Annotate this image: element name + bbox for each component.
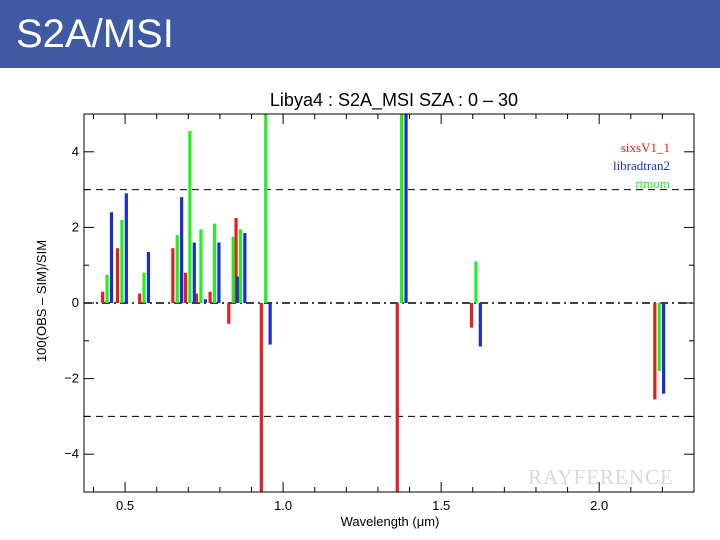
bar-rtmom [120,219,124,303]
bar-rtmom [175,234,179,303]
x-tick-label: 0.5 [116,498,134,513]
bar-libradtran2 [243,233,247,303]
bar-sixsV1_1 [469,303,474,328]
bar-sixsV1_1 [227,303,231,324]
bar-libradtran2 [146,251,151,303]
bar-rtmom [199,229,203,303]
y-tick-label: −4 [64,446,79,461]
x-tick-label: 1.0 [274,498,292,513]
bar-sixsV1_1 [259,303,263,492]
bar-sixsV1_1 [101,291,105,303]
bar-libradtran2 [109,212,114,303]
bar-rtmom [264,114,268,303]
bar-libradtran2 [180,197,184,303]
bar-libradtran2 [478,303,482,347]
slide-title: S2A/MSI [16,12,174,56]
x-tick-label: 2.0 [590,498,608,513]
bar-rtmom [142,272,146,303]
bar-sixsV1_1 [234,217,238,303]
bar-libradtran2 [404,114,408,303]
bar-rtmom [105,274,109,303]
y-tick-label: 2 [72,219,79,234]
bar-sixsV1_1 [653,303,657,400]
bar-libradtran2 [203,299,207,303]
bar-libradtran2 [124,193,128,303]
bar-rtmom [212,223,217,303]
bar-libradtran2 [192,242,196,303]
bar-sixsV1_1 [208,291,212,303]
bar-rtmom [400,114,404,303]
bar-libradtran2 [268,303,272,345]
chart-axes: 0.5 1.0 1.5 2.0 −4 −2 0 2 4 [64,113,695,513]
chart-title: Libya4 : S2A_MSI SZA : 0 – 30 [270,90,518,111]
bar-sixsV1_1 [138,293,142,303]
legend-rtmom: rtmom [635,176,670,191]
x-tick-label: 1.5 [432,498,450,513]
bar-sixsV1_1 [183,272,188,303]
title-bar: S2A/MSI [0,0,720,68]
y-axis-label: 100(OBS – SIM)/SIM [34,240,49,362]
y-tick-label: 0 [72,295,79,310]
y-tick-label: −2 [64,371,79,386]
bar-rtmom [474,261,478,303]
legend-sixs: sixsV1_1 [621,140,670,155]
bar-sixsV1_1 [171,248,175,303]
chart-marks [84,114,694,492]
bar-rtmom [231,236,235,303]
bar-libradtran2 [217,242,221,303]
bar-sixsV1_1 [115,248,120,303]
chart: 0.5 1.0 1.5 2.0 −4 −2 0 2 4 Libya4 : S2A_MSI SZA… [34,90,695,529]
bar-sixsV1_1 [395,303,399,492]
watermark: RAYFERENCE [528,465,674,489]
y-tick-label: 4 [72,144,79,159]
bar-rtmom [657,303,661,372]
bar-libradtran2 [662,303,666,394]
x-axis-label: Wavelength (μm) [341,514,440,529]
bar-sixsV1_1 [194,293,199,303]
legend-libradtran: libradtran2 [613,158,670,173]
bar-libradtran2 [235,276,240,303]
bar-rtmom [188,131,192,303]
bar-rtmom [238,229,243,303]
